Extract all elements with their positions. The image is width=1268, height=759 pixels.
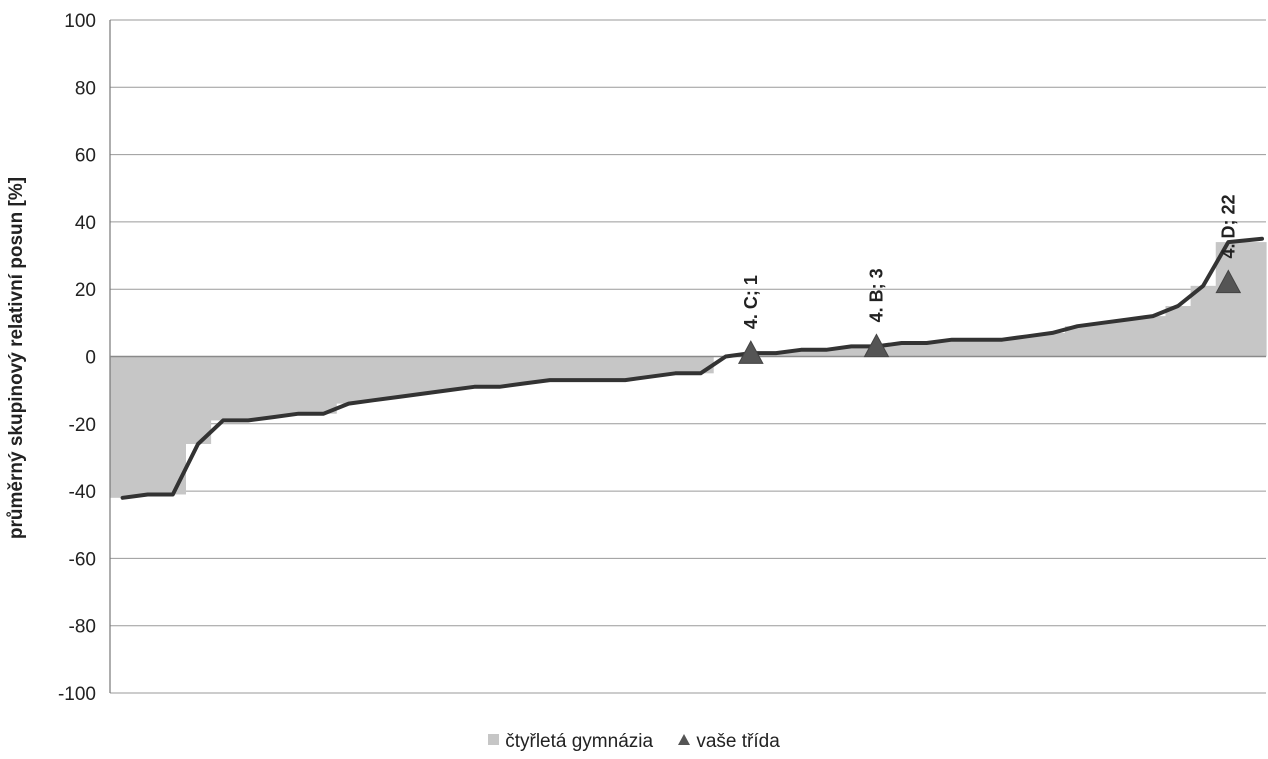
bar: [361, 356, 388, 401]
marker-triangle: [863, 333, 890, 358]
y-axis-label: průměrný skupinový relativní posun [%]: [6, 177, 27, 539]
bar: [1190, 285, 1217, 357]
bar: [889, 343, 915, 357]
legend: čtyřletá gymnázia vaše třída: [0, 731, 1268, 753]
gridlines: [110, 19, 1266, 694]
y-tick-label: -60: [69, 549, 96, 570]
bar: [1140, 316, 1167, 357]
marker-label: 4. D; 22: [1218, 194, 1238, 258]
trend-line: [120, 236, 1264, 500]
bar: [311, 356, 337, 414]
bar: [989, 339, 1016, 357]
legend-swatch-triangle: [678, 734, 691, 746]
bar: [562, 356, 589, 381]
bar: [185, 356, 212, 444]
y-tick-label: 40: [75, 213, 96, 234]
legend-swatch-bar: [488, 734, 500, 746]
legend-label-bars: čtyřletá gymnázia: [505, 731, 654, 752]
bar: [512, 356, 538, 384]
bar: [135, 356, 161, 495]
bar: [1064, 326, 1091, 357]
legend-item-bars: čtyřletá gymnázia: [488, 731, 653, 753]
bar: [386, 356, 413, 397]
marker-triangle: [737, 340, 764, 364]
bar: [486, 356, 513, 387]
bar: [411, 356, 438, 394]
bar: [1240, 242, 1267, 357]
tick-labels: 100 80 60 40 20 0 -20 -40 -60 -80 -100: [58, 11, 96, 705]
bar: [587, 356, 614, 381]
bar: [612, 356, 639, 381]
bar: [285, 356, 312, 414]
bar: [838, 346, 865, 357]
bar: [336, 356, 362, 404]
bar: [813, 349, 840, 357]
bar: [260, 356, 287, 418]
bar: [1039, 332, 1066, 357]
bar: [436, 356, 463, 391]
bar: [461, 356, 488, 387]
marker-triangle: [1215, 269, 1242, 294]
bar: [160, 356, 186, 495]
bar: [537, 356, 563, 381]
bar-series: [110, 242, 1267, 498]
bar: [1215, 242, 1242, 357]
bar: [1090, 322, 1116, 357]
bar: [939, 339, 966, 357]
y-tick-label: 60: [75, 146, 96, 167]
y-tick-label: -40: [69, 482, 96, 503]
y-tick-label: 80: [75, 78, 96, 99]
axes: [109, 20, 1266, 693]
marker-label: 4. B; 3: [866, 268, 886, 322]
marker-label: 4. C; 1: [741, 275, 761, 329]
bar: [110, 356, 136, 498]
y-tick-label: 0: [85, 348, 96, 369]
bar: [235, 356, 262, 421]
y-tick-label: -20: [69, 415, 96, 436]
bar: [788, 349, 815, 357]
trend-line-layer: [120, 236, 1264, 500]
bar: [914, 343, 940, 357]
bar: [1014, 336, 1041, 357]
bar: [662, 356, 689, 374]
legend-label-markers: vaše třída: [696, 731, 780, 752]
bar: [1165, 306, 1192, 357]
y-tick-label: 20: [75, 280, 96, 301]
y-tick-label: -100: [58, 684, 96, 705]
y-tick-label: 100: [64, 11, 96, 32]
bar: [210, 356, 237, 421]
bar: [964, 339, 991, 357]
y-tick-label: -80: [69, 617, 96, 638]
bar: [637, 356, 664, 377]
marker-series: 4. C; 1 4. B; 3 4. D; 22: [737, 194, 1242, 364]
legend-item-markers: vaše třída: [678, 731, 780, 753]
bar: [1115, 319, 1141, 357]
